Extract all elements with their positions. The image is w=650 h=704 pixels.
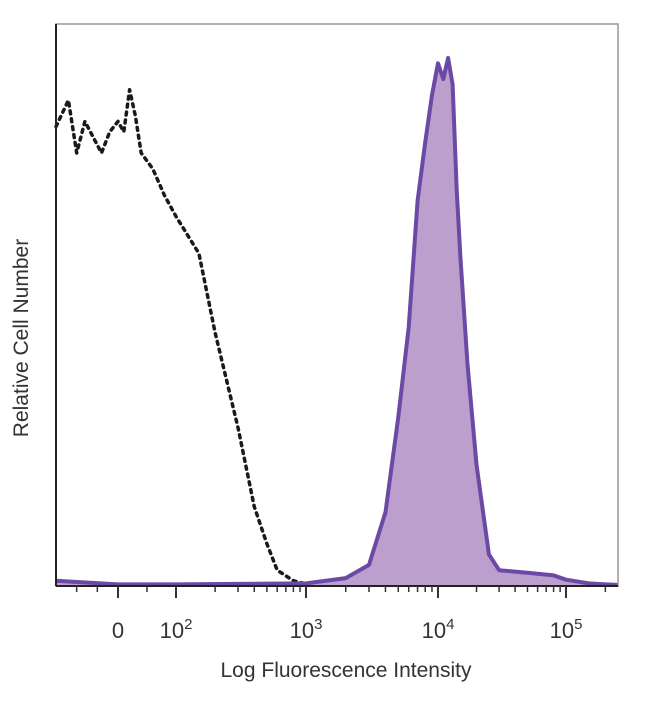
x-tick-label: 104 [422,616,455,643]
y-axis-label: Relative Cell Number [10,239,33,437]
axes: 0 102 103 104 105 [55,23,619,643]
x-axis-label: Log Fluorescence Intensity [221,659,472,682]
x-tick-label-exponent: 3 [314,616,322,633]
histogram-series-2-outline [55,56,619,587]
histogram-series-1-dotted [54,87,608,587]
x-tick-label-exponent: 4 [446,616,454,633]
x-tick-label-base: 10 [550,618,574,643]
x-tick-label: 103 [290,616,323,643]
plot-frame [55,23,619,587]
plot-area [54,56,619,587]
x-tick-label-base: 10 [290,618,314,643]
x-tick-label-exponent: 2 [184,616,192,633]
x-tick-label-base: 10 [160,618,184,643]
x-tick-label: 0 [112,618,124,643]
x-tick-label-base: 0 [112,618,124,643]
x-tick-label: 102 [160,616,193,643]
x-tick-label-exponent: 5 [574,616,582,633]
x-tick-label-base: 10 [422,618,446,643]
x-tick-label: 105 [550,616,583,643]
